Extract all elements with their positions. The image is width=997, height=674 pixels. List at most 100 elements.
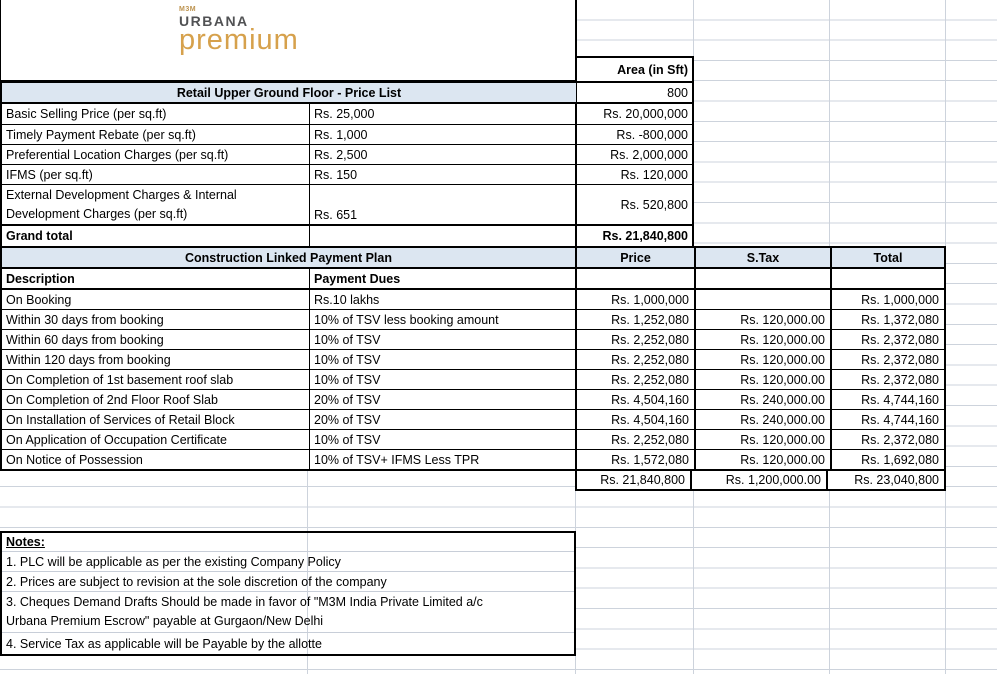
table-row: On Application of Occupation Certificate… bbox=[2, 430, 944, 450]
cell-desc[interactable]: Within 30 days from booking bbox=[2, 310, 310, 329]
table-row: Within 30 days from booking 10% of TSV l… bbox=[2, 310, 944, 330]
total-price[interactable]: Rs. 21,840,800 bbox=[577, 471, 692, 489]
cell-price[interactable]: Rs. 2,252,080 bbox=[577, 330, 696, 349]
area-value-cell[interactable]: 800 bbox=[575, 83, 694, 104]
cell-stax[interactable]: Rs. 120,000.00 bbox=[696, 370, 832, 389]
cell-total[interactable]: Rs. 2,372,080 bbox=[861, 372, 939, 387]
cell-dues[interactable]: 20% of TSV bbox=[310, 410, 577, 429]
col-header-dues[interactable]: Payment Dues bbox=[310, 269, 577, 288]
payment-plan-title[interactable]: Construction Linked Payment Plan bbox=[2, 248, 577, 267]
cell-dues[interactable]: 10% of TSV+ IFMS Less TPR bbox=[310, 450, 577, 469]
cell-price[interactable]: Rs. 2,252,080 bbox=[577, 370, 696, 389]
cell-dues[interactable]: 10% of TSV bbox=[310, 350, 577, 369]
col-header-stax[interactable]: S.Tax bbox=[696, 248, 832, 267]
cell-stax[interactable] bbox=[696, 290, 832, 309]
cell-total[interactable]: Rs. 2,372,080 bbox=[861, 332, 939, 347]
cell-amount[interactable]: Rs. 20,000,000 bbox=[603, 107, 688, 121]
cell-amount[interactable]: Rs. 520,800 bbox=[620, 197, 688, 212]
cell-rate[interactable]: Rs. 2,500 bbox=[310, 145, 577, 164]
cell-stax[interactable]: Rs. 240,000.00 bbox=[696, 390, 832, 409]
cell-price[interactable]: Rs. 1,252,080 bbox=[577, 310, 696, 329]
grand-total-label[interactable]: Grand total bbox=[2, 226, 310, 246]
cell-dues[interactable]: 20% of TSV bbox=[310, 390, 577, 409]
table-row: Preferential Location Charges (per sq.ft… bbox=[2, 145, 692, 165]
cell-label[interactable]: Basic Selling Price (per sq.ft) bbox=[2, 104, 310, 124]
cell-desc[interactable]: On Completion of 1st basement roof slab bbox=[2, 370, 310, 389]
cell-total[interactable]: Rs. 2,372,080 bbox=[861, 432, 939, 447]
cell-rate[interactable]: Rs. 1,000 bbox=[310, 125, 577, 144]
cell-price[interactable]: Rs. 4,504,160 bbox=[577, 410, 696, 429]
cell-desc[interactable]: On Notice of Possession bbox=[2, 450, 310, 469]
cell-desc[interactable]: Within 60 days from booking bbox=[2, 330, 310, 349]
cell-label[interactable]: Preferential Location Charges (per sq.ft… bbox=[2, 145, 310, 164]
cell-rate[interactable]: Rs. 651 bbox=[310, 185, 577, 224]
cell-desc[interactable]: On Booking bbox=[2, 290, 310, 309]
note-item[interactable]: 2. Prices are subject to revision at the… bbox=[2, 572, 574, 592]
col-header-description[interactable]: Description bbox=[2, 269, 310, 288]
cell-label[interactable]: Timely Payment Rebate (per sq.ft) bbox=[2, 125, 310, 144]
price-list-title[interactable]: Retail Upper Ground Floor - Price List bbox=[0, 83, 576, 104]
cell-empty[interactable] bbox=[696, 269, 832, 288]
cell-amount[interactable]: Rs. 120,000 bbox=[620, 167, 688, 182]
cell-stax[interactable]: Rs. 240,000.00 bbox=[696, 410, 832, 429]
payment-plan-body: On Booking Rs.10 lakhs Rs. 1,000,000 Rs.… bbox=[2, 290, 944, 469]
note-item[interactable]: 1. PLC will be applicable as per the exi… bbox=[2, 552, 574, 572]
table-row: On Notice of Possession 10% of TSV+ IFMS… bbox=[2, 450, 944, 469]
cell-dues[interactable]: 10% of TSV less booking amount bbox=[310, 310, 577, 329]
cell-dues[interactable]: Rs.10 lakhs bbox=[310, 290, 577, 309]
cell-stax[interactable]: Rs. 120,000.00 bbox=[696, 450, 832, 469]
cell-stax[interactable]: Rs. 120,000.00 bbox=[696, 350, 832, 369]
cell-desc[interactable]: On Application of Occupation Certificate bbox=[2, 430, 310, 449]
cell-price[interactable]: Rs. 4,504,160 bbox=[577, 390, 696, 409]
note-item[interactable]: 4. Service Tax as applicable will be Pay… bbox=[6, 636, 322, 651]
note-item[interactable]: 3. Cheques Demand Drafts Should be made … bbox=[2, 592, 574, 633]
cell-price[interactable]: Rs. 2,252,080 bbox=[577, 350, 696, 369]
total-stax[interactable]: Rs. 1,200,000.00 bbox=[692, 471, 828, 489]
cell-total[interactable]: Rs. 1,692,080 bbox=[861, 452, 939, 467]
col-header-price[interactable]: Price bbox=[577, 248, 696, 267]
cell-total[interactable]: Rs. 2,372,080 bbox=[861, 352, 939, 367]
cell-empty[interactable] bbox=[310, 226, 577, 246]
cell-total[interactable]: Rs. 4,744,160 bbox=[861, 412, 939, 427]
description-header-row: Description Payment Dues bbox=[2, 269, 944, 290]
cell-dues[interactable]: 10% of TSV bbox=[310, 430, 577, 449]
payment-plan-totals-row: Rs. 21,840,800 Rs. 1,200,000.00 Rs. 23,0… bbox=[575, 471, 946, 491]
table-row: On Completion of 2nd Floor Roof Slab 20%… bbox=[2, 390, 944, 410]
cell-label[interactable]: IFMS (per sq.ft) bbox=[2, 165, 310, 184]
cell-desc[interactable]: On Completion of 2nd Floor Roof Slab bbox=[2, 390, 310, 409]
cell-desc[interactable]: On Installation of Services of Retail Bl… bbox=[2, 410, 310, 429]
logo-area: M3M URBANA premium bbox=[0, 0, 577, 83]
cell-stax[interactable]: Rs. 120,000.00 bbox=[696, 330, 832, 349]
grand-total-row: Grand total Rs. 21,840,800 bbox=[2, 226, 692, 246]
cell-total[interactable]: Rs. 4,744,160 bbox=[861, 392, 939, 407]
cell-stax[interactable]: Rs. 120,000.00 bbox=[696, 310, 832, 329]
cell-price[interactable]: Rs. 2,252,080 bbox=[577, 430, 696, 449]
cell-amount[interactable]: Rs. -800,000 bbox=[616, 127, 688, 142]
notes-section: Notes: 1. PLC will be applicable as per … bbox=[0, 531, 576, 656]
brand-logo: M3M URBANA premium bbox=[179, 6, 299, 55]
cell-rate[interactable]: Rs. 150 bbox=[310, 165, 577, 184]
notes-title[interactable]: Notes: bbox=[2, 533, 574, 552]
cell-empty[interactable] bbox=[832, 269, 944, 288]
table-row: Within 120 days from booking 10% of TSV … bbox=[2, 350, 944, 370]
cell-price[interactable]: Rs. 1,572,080 bbox=[577, 450, 696, 469]
area-header-cell[interactable]: Area (in Sft) bbox=[575, 56, 694, 83]
table-row: Timely Payment Rebate (per sq.ft) Rs. 1,… bbox=[2, 125, 692, 145]
cell-desc[interactable]: Within 120 days from booking bbox=[2, 350, 310, 369]
cell-amount[interactable]: Rs. 2,000,000 bbox=[610, 147, 688, 162]
cell-empty[interactable] bbox=[577, 269, 696, 288]
logo-urbana-text: URBANA bbox=[179, 13, 249, 29]
table-row: IFMS (per sq.ft) Rs. 150 Rs. 120,000 bbox=[2, 165, 692, 185]
cell-dues[interactable]: 10% of TSV bbox=[310, 370, 577, 389]
cell-dues[interactable]: 10% of TSV bbox=[310, 330, 577, 349]
cell-total[interactable]: Rs. 1,372,080 bbox=[861, 312, 939, 327]
cell-stax[interactable]: Rs. 120,000.00 bbox=[696, 430, 832, 449]
cell-price[interactable]: Rs. 1,000,000 bbox=[577, 290, 696, 309]
col-header-total[interactable]: Total bbox=[873, 250, 903, 265]
grand-total-amount[interactable]: Rs. 21,840,800 bbox=[602, 229, 689, 243]
cell-rate[interactable]: Rs. 25,000 bbox=[310, 104, 577, 124]
cell-label[interactable]: External Development Charges & Internal … bbox=[2, 185, 310, 224]
total-grand[interactable]: Rs. 23,040,800 bbox=[854, 473, 939, 487]
cell-total[interactable]: Rs. 1,000,000 bbox=[861, 292, 939, 307]
